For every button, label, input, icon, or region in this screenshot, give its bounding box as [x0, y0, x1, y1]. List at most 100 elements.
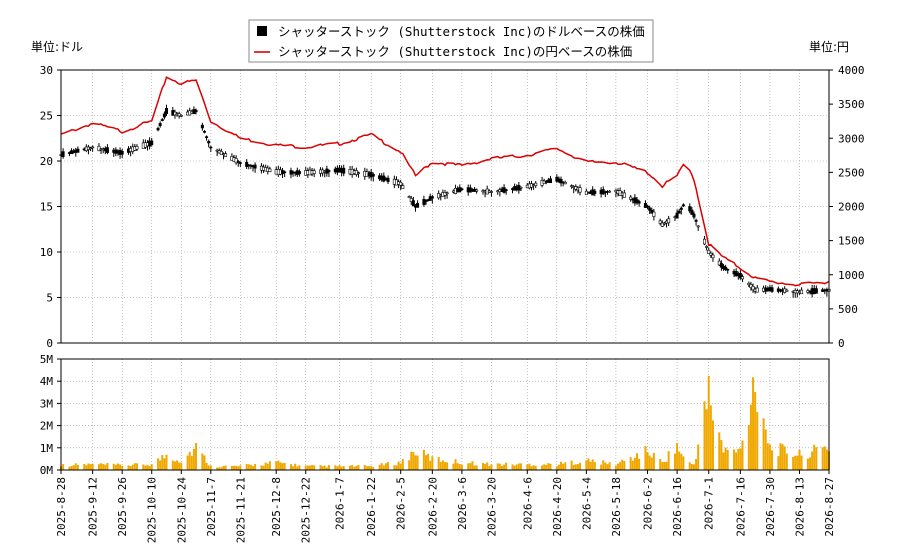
volume-bar	[606, 464, 609, 470]
usd-candle-body	[679, 207, 683, 210]
x-tick-label: 2025-10-10	[146, 477, 159, 543]
usd-candle-body	[283, 171, 287, 174]
volume-bar	[216, 467, 219, 470]
volume-bar	[741, 440, 744, 470]
volume-bar	[387, 462, 390, 470]
x-tick-label: 2026-3-20	[485, 477, 498, 537]
volume-bar	[91, 463, 94, 470]
volume-bar	[408, 460, 411, 470]
volume-bar	[188, 451, 191, 470]
volume-bar	[737, 448, 740, 470]
volume-bar	[431, 456, 434, 470]
volume-bar	[355, 465, 358, 470]
volume-bar	[792, 456, 795, 470]
x-tick-label: 2026-3-6	[456, 477, 469, 530]
right-tick-label: 500	[838, 303, 858, 316]
volume-bar	[207, 465, 210, 470]
x-tick-label: 2026-4-20	[551, 477, 564, 537]
x-tick-label: 2025-10-24	[175, 477, 188, 544]
volume-bar	[62, 464, 65, 470]
usd-candle-body	[747, 282, 751, 286]
usd-candle-body	[342, 167, 346, 174]
volume-bar	[363, 464, 366, 470]
volume-bar	[159, 460, 162, 470]
usd-candle-body	[707, 249, 711, 255]
volume-gridlines	[60, 358, 830, 471]
usd-candle-body	[268, 168, 272, 172]
volume-bar	[372, 467, 375, 470]
volume-bar	[414, 455, 417, 470]
volume-tick-label: 5M	[40, 353, 54, 366]
usd-candle-body	[158, 123, 162, 127]
volume-bar	[416, 455, 419, 470]
volume-bar	[129, 466, 132, 470]
volume-bar	[454, 459, 457, 470]
volume-bar	[148, 466, 151, 470]
volume-bar	[289, 464, 292, 470]
volume-bar	[680, 453, 683, 470]
volume-bar	[235, 465, 238, 470]
usd-candle-body	[207, 141, 211, 144]
usd-candle-body	[416, 202, 420, 208]
right-axis-ticks: 0 500 1000 1500 2000 2500 3000 3500 4000	[829, 64, 865, 350]
volume-bar	[237, 466, 240, 470]
x-tick-label: 2026-7-1	[703, 477, 716, 530]
volume-bar	[336, 466, 339, 470]
usd-candle-body	[297, 171, 301, 175]
volume-bar	[587, 458, 590, 470]
x-tick-label: 2026-7-16	[734, 477, 747, 537]
usd-candle-body	[424, 200, 428, 202]
volume-bar	[146, 464, 149, 470]
usd-candle-body	[660, 222, 664, 227]
volume-bar	[720, 440, 723, 470]
volume-bar	[781, 444, 784, 470]
usd-candle-body	[135, 146, 139, 150]
volume-bar	[378, 464, 381, 470]
volume-bar	[500, 465, 503, 470]
volume-bar	[249, 464, 252, 470]
volume-bar	[564, 462, 567, 470]
volume-bar	[266, 463, 269, 470]
volume-bar	[268, 461, 271, 470]
volume-bar	[749, 404, 752, 470]
usd-candle-body	[209, 146, 213, 149]
usd-price-series	[59, 104, 831, 298]
volume-bar	[327, 465, 330, 470]
volume-bar	[311, 465, 314, 470]
volume-bar	[245, 464, 248, 470]
volume-bar	[292, 466, 295, 470]
volume-bar	[697, 444, 700, 470]
volume-bar	[281, 463, 284, 470]
usd-candle-body	[205, 136, 209, 138]
usd-candle-body	[570, 185, 574, 187]
usd-candle-body	[327, 170, 331, 172]
volume-bar	[437, 457, 440, 470]
usd-candle-body	[409, 198, 413, 202]
volume-bar	[783, 446, 786, 470]
volume-bar	[623, 460, 626, 470]
x-tick-label: 2026-8-27	[823, 477, 836, 537]
usd-candle-body	[430, 196, 434, 199]
volume-bar	[425, 455, 428, 470]
volume-bar	[503, 464, 506, 470]
left-tick-label: 15	[40, 201, 53, 214]
volume-bar	[165, 454, 168, 470]
volume-bar	[570, 460, 573, 470]
right-tick-label: 2000	[838, 201, 865, 214]
volume-bar	[410, 451, 413, 470]
usd-candle-body	[696, 225, 700, 228]
usd-candle-body	[726, 269, 730, 271]
volume-bar	[511, 464, 514, 470]
usd-candle-body	[675, 212, 679, 219]
usd-candle-body	[738, 273, 742, 279]
volume-bar	[747, 424, 750, 470]
volume-bar	[334, 465, 337, 470]
volume-bar	[815, 447, 818, 470]
x-tick-label: 2026-2-20	[426, 477, 439, 537]
usd-candle-body	[238, 162, 242, 164]
usd-candle-body	[755, 287, 759, 293]
volume-bar	[676, 443, 679, 470]
usd-candle-body	[724, 266, 728, 271]
volume-bar	[752, 377, 755, 470]
